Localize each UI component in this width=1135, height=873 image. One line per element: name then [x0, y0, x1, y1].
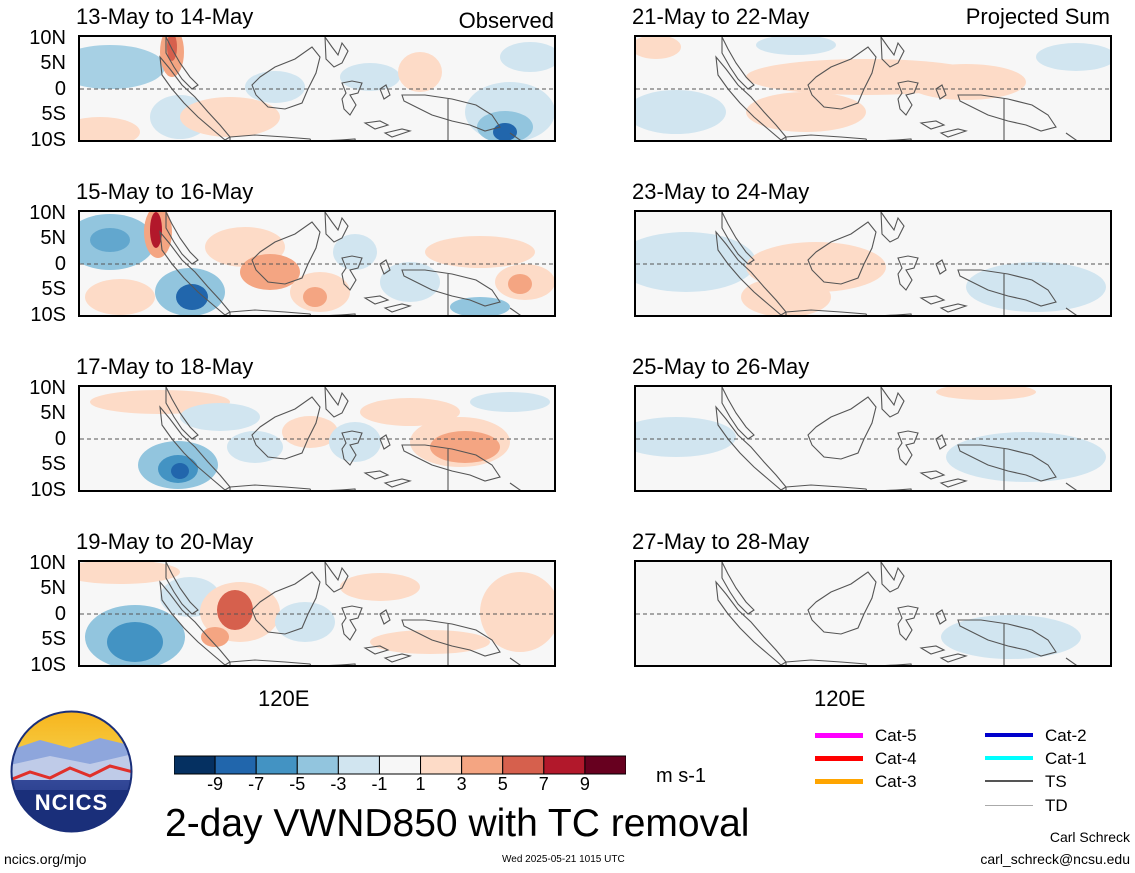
panel-title: 21-May to 22-May — [632, 4, 810, 29]
panel-title: 23-May to 24-May — [632, 179, 810, 204]
panel-title: 25-May to 26-May — [632, 354, 810, 379]
colorbar-tick: -1 — [371, 774, 388, 794]
colorbar-boxes — [174, 755, 626, 775]
colorbar-box — [214, 755, 257, 775]
lat-tick: 5S — [41, 278, 66, 300]
legend-swatch — [985, 780, 1033, 782]
lat-tick: 10N — [29, 377, 66, 399]
footer-url[interactable]: ncics.org/mjo — [4, 851, 87, 867]
legend-label: Cat-4 — [875, 749, 917, 768]
wind-map-panel — [78, 210, 556, 317]
projected-label: Projected Sum — [965, 4, 1110, 29]
colorbar-tick: 1 — [415, 774, 426, 794]
lat-tick: 0 — [54, 603, 66, 625]
lat-tick: 5N — [40, 52, 66, 74]
colorbar-tick: 3 — [456, 774, 467, 794]
lat-tick: 5N — [40, 577, 66, 599]
panel-title: 19-May to 20-May — [76, 529, 254, 554]
legend-label: Cat-1 — [1045, 749, 1087, 768]
lon-tick: 120E — [814, 686, 866, 711]
colorbar-box — [502, 755, 545, 775]
footer-email[interactable]: carl_schreck@ncsu.edu — [980, 851, 1130, 867]
wind-map-panel — [634, 560, 1112, 667]
legend-swatch — [815, 778, 863, 784]
legend-label: TD — [1045, 796, 1068, 815]
legend-label: Cat-5 — [875, 726, 917, 745]
panel-title: 15-May to 16-May — [76, 179, 254, 204]
lat-tick: 10N — [29, 202, 66, 224]
colorbar-box — [174, 755, 216, 775]
colorbar-box — [420, 755, 463, 775]
colorbar-units: m s-1 — [656, 765, 706, 787]
panel-title: 27-May to 28-May — [632, 529, 810, 554]
colorbar-box — [255, 755, 298, 775]
lat-tick: 10N — [29, 27, 66, 49]
lat-tick: 10N — [29, 552, 66, 574]
logo-text: NCICS — [34, 790, 109, 815]
lat-tick: 0 — [54, 78, 66, 100]
lat-tick: 10S — [30, 129, 66, 151]
colorbar-tick: -5 — [289, 774, 306, 794]
wind-map-panel — [78, 385, 556, 492]
legend-label: Cat-3 — [875, 772, 917, 791]
legend-label: Cat-2 — [1045, 726, 1087, 745]
lat-tick: 5S — [41, 103, 66, 125]
wind-map-panel — [78, 560, 556, 667]
ncics-logo: NCICS — [10, 710, 133, 833]
legend-label: TS — [1045, 772, 1067, 791]
lat-tick: 0 — [54, 428, 66, 450]
colorbar-tick: -9 — [207, 774, 224, 794]
lat-tick: 5S — [41, 453, 66, 475]
wind-map-panel — [634, 210, 1112, 317]
colorbar-box — [461, 755, 504, 775]
footer-author: Carl Schreck — [1049, 829, 1130, 845]
lat-tick: 5S — [41, 628, 66, 650]
colorbar-tick: -3 — [330, 774, 347, 794]
wind-map-panel — [634, 385, 1112, 492]
colorbar-box — [584, 755, 626, 775]
legend-swatch — [815, 755, 863, 761]
colorbar-tick: 9 — [579, 774, 590, 794]
legend-swatch — [985, 733, 1033, 737]
observed-label: Observed — [458, 8, 554, 33]
legend-swatch — [985, 804, 1033, 806]
panel-title: 13-May to 14-May — [76, 4, 254, 29]
colorbar-box — [296, 755, 339, 775]
lat-tick: 5N — [40, 227, 66, 249]
colorbar-box — [378, 755, 422, 775]
wind-map-panel — [634, 35, 1112, 142]
colorbar-tick: 5 — [497, 774, 508, 794]
lat-tick: 10S — [30, 654, 66, 676]
lat-tick: 5N — [40, 402, 66, 424]
footer-timestamp: Wed 2025-05-21 1015 UTC — [502, 854, 625, 865]
colorbar-tick: -7 — [248, 774, 265, 794]
wind-map-panel — [78, 35, 556, 142]
lat-tick: 0 — [54, 253, 66, 275]
lat-tick: 10S — [30, 479, 66, 501]
legend-swatch — [815, 732, 863, 738]
main-title: 2-day VWND850 with TC removal — [165, 802, 750, 845]
panel-title: 17-May to 18-May — [76, 354, 254, 379]
colorbar-box — [337, 755, 380, 775]
colorbar-tick: 7 — [538, 774, 549, 794]
lon-tick: 120E — [258, 686, 310, 711]
colorbar-box — [543, 755, 586, 775]
legend-swatch — [985, 756, 1033, 760]
lat-tick: 10S — [30, 304, 66, 326]
